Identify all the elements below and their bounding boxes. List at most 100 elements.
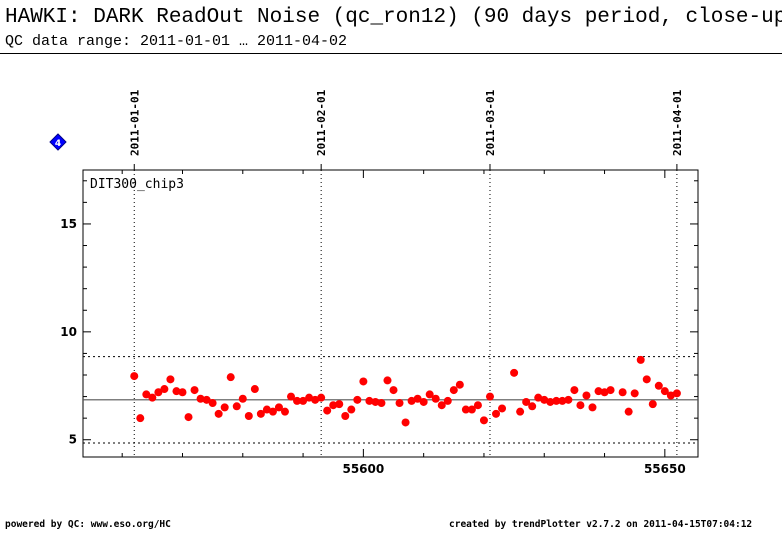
- data-point: [492, 409, 501, 418]
- data-point: [299, 396, 308, 405]
- data-point: [407, 396, 416, 405]
- data-point: [130, 372, 139, 381]
- data-point: [624, 407, 633, 416]
- data-point: [564, 395, 573, 404]
- y-tick-label: 15: [60, 217, 77, 231]
- data-point: [618, 388, 627, 397]
- data-point: [648, 400, 657, 409]
- plot-frame: [82, 169, 699, 458]
- data-point: [365, 396, 374, 405]
- data-point: [287, 392, 296, 401]
- data-point: [455, 380, 464, 389]
- footer-created-by: created by trendPlotter v2.7.2 on 2011-0…: [449, 519, 753, 530]
- data-point: [383, 376, 392, 385]
- data-point: [516, 407, 525, 416]
- data-point: [280, 407, 289, 416]
- data-point: [347, 405, 356, 414]
- data-point: [250, 385, 259, 394]
- data-point: [377, 399, 386, 408]
- data-point: [335, 400, 344, 409]
- panel-label: DIT300_chip3: [90, 177, 184, 192]
- date-marker-label: 2011-01-01: [128, 89, 141, 156]
- data-point: [498, 404, 507, 413]
- data-point: [238, 394, 247, 403]
- data-point: [136, 414, 145, 423]
- data-point: [419, 397, 428, 406]
- date-marker-label: 2011-02-01: [315, 89, 328, 156]
- data-point: [467, 405, 476, 414]
- data-point: [395, 399, 404, 408]
- data-point: [160, 385, 169, 394]
- data-point: [654, 381, 663, 390]
- data-point: [425, 390, 434, 399]
- y-tick-label: 5: [69, 433, 77, 447]
- data-point: [630, 389, 639, 398]
- data-point: [479, 416, 488, 425]
- footer-powered-by: powered by QC: www.eso.org/HC: [5, 519, 171, 530]
- data-point: [636, 355, 645, 364]
- data-point: [268, 407, 277, 416]
- data-point: [485, 392, 494, 401]
- data-point: [528, 402, 537, 411]
- y-tick-label: 10: [60, 325, 77, 339]
- data-point: [606, 386, 615, 395]
- data-point: [178, 388, 187, 397]
- data-point: [461, 405, 470, 414]
- data-point: [510, 368, 519, 377]
- data-point: [558, 396, 567, 405]
- data-point: [311, 395, 320, 404]
- data-point: [582, 391, 591, 400]
- data-point: [329, 401, 338, 410]
- data-point: [666, 391, 675, 400]
- date-marker-label: 2011-04-01: [671, 89, 684, 156]
- data-point: [389, 386, 398, 395]
- data-point: [226, 373, 235, 382]
- data-point: [473, 401, 482, 410]
- data-point: [401, 418, 410, 427]
- data-point: [540, 395, 549, 404]
- data-point: [202, 395, 211, 404]
- data-point: [190, 386, 199, 395]
- data-point: [305, 393, 314, 402]
- date-marker-label: 2011-03-01: [484, 89, 497, 156]
- data-point: [166, 375, 175, 384]
- data-point: [534, 393, 543, 402]
- data-point: [256, 409, 265, 418]
- data-point: [443, 396, 452, 405]
- data-point: [359, 377, 368, 386]
- data-point: [552, 396, 561, 405]
- data-point: [154, 388, 163, 397]
- data-point: [232, 402, 241, 411]
- data-point: [208, 399, 217, 408]
- data-point: [214, 409, 223, 418]
- data-point: [142, 390, 151, 399]
- data-point: [353, 395, 362, 404]
- data-point: [371, 397, 380, 406]
- data-point: [262, 405, 271, 414]
- data-point: [437, 401, 446, 410]
- x-tick-label: 55650: [644, 462, 686, 476]
- header-divider: [0, 53, 782, 54]
- data-point: [413, 394, 422, 403]
- data-point: [594, 387, 603, 396]
- data-point: [522, 397, 531, 406]
- data-point: [431, 394, 440, 403]
- data-point: [576, 401, 585, 410]
- data-point: [323, 406, 332, 415]
- data-point: [184, 413, 193, 422]
- data-point: [672, 389, 681, 398]
- data-point: [642, 375, 651, 384]
- data-point: [244, 412, 253, 420]
- page-title: HAWKI: DARK ReadOut Noise (qc_ron12) (90…: [5, 6, 782, 29]
- data-point: [317, 393, 326, 402]
- data-point: [220, 403, 229, 412]
- diamond-marker-icon: 4: [49, 133, 67, 151]
- data-point: [341, 412, 350, 420]
- data-point: [588, 403, 597, 412]
- data-point: [196, 394, 205, 403]
- data-point: [293, 396, 302, 405]
- data-point: [660, 387, 669, 396]
- marker-label: 4: [55, 139, 61, 149]
- data-point: [274, 403, 283, 412]
